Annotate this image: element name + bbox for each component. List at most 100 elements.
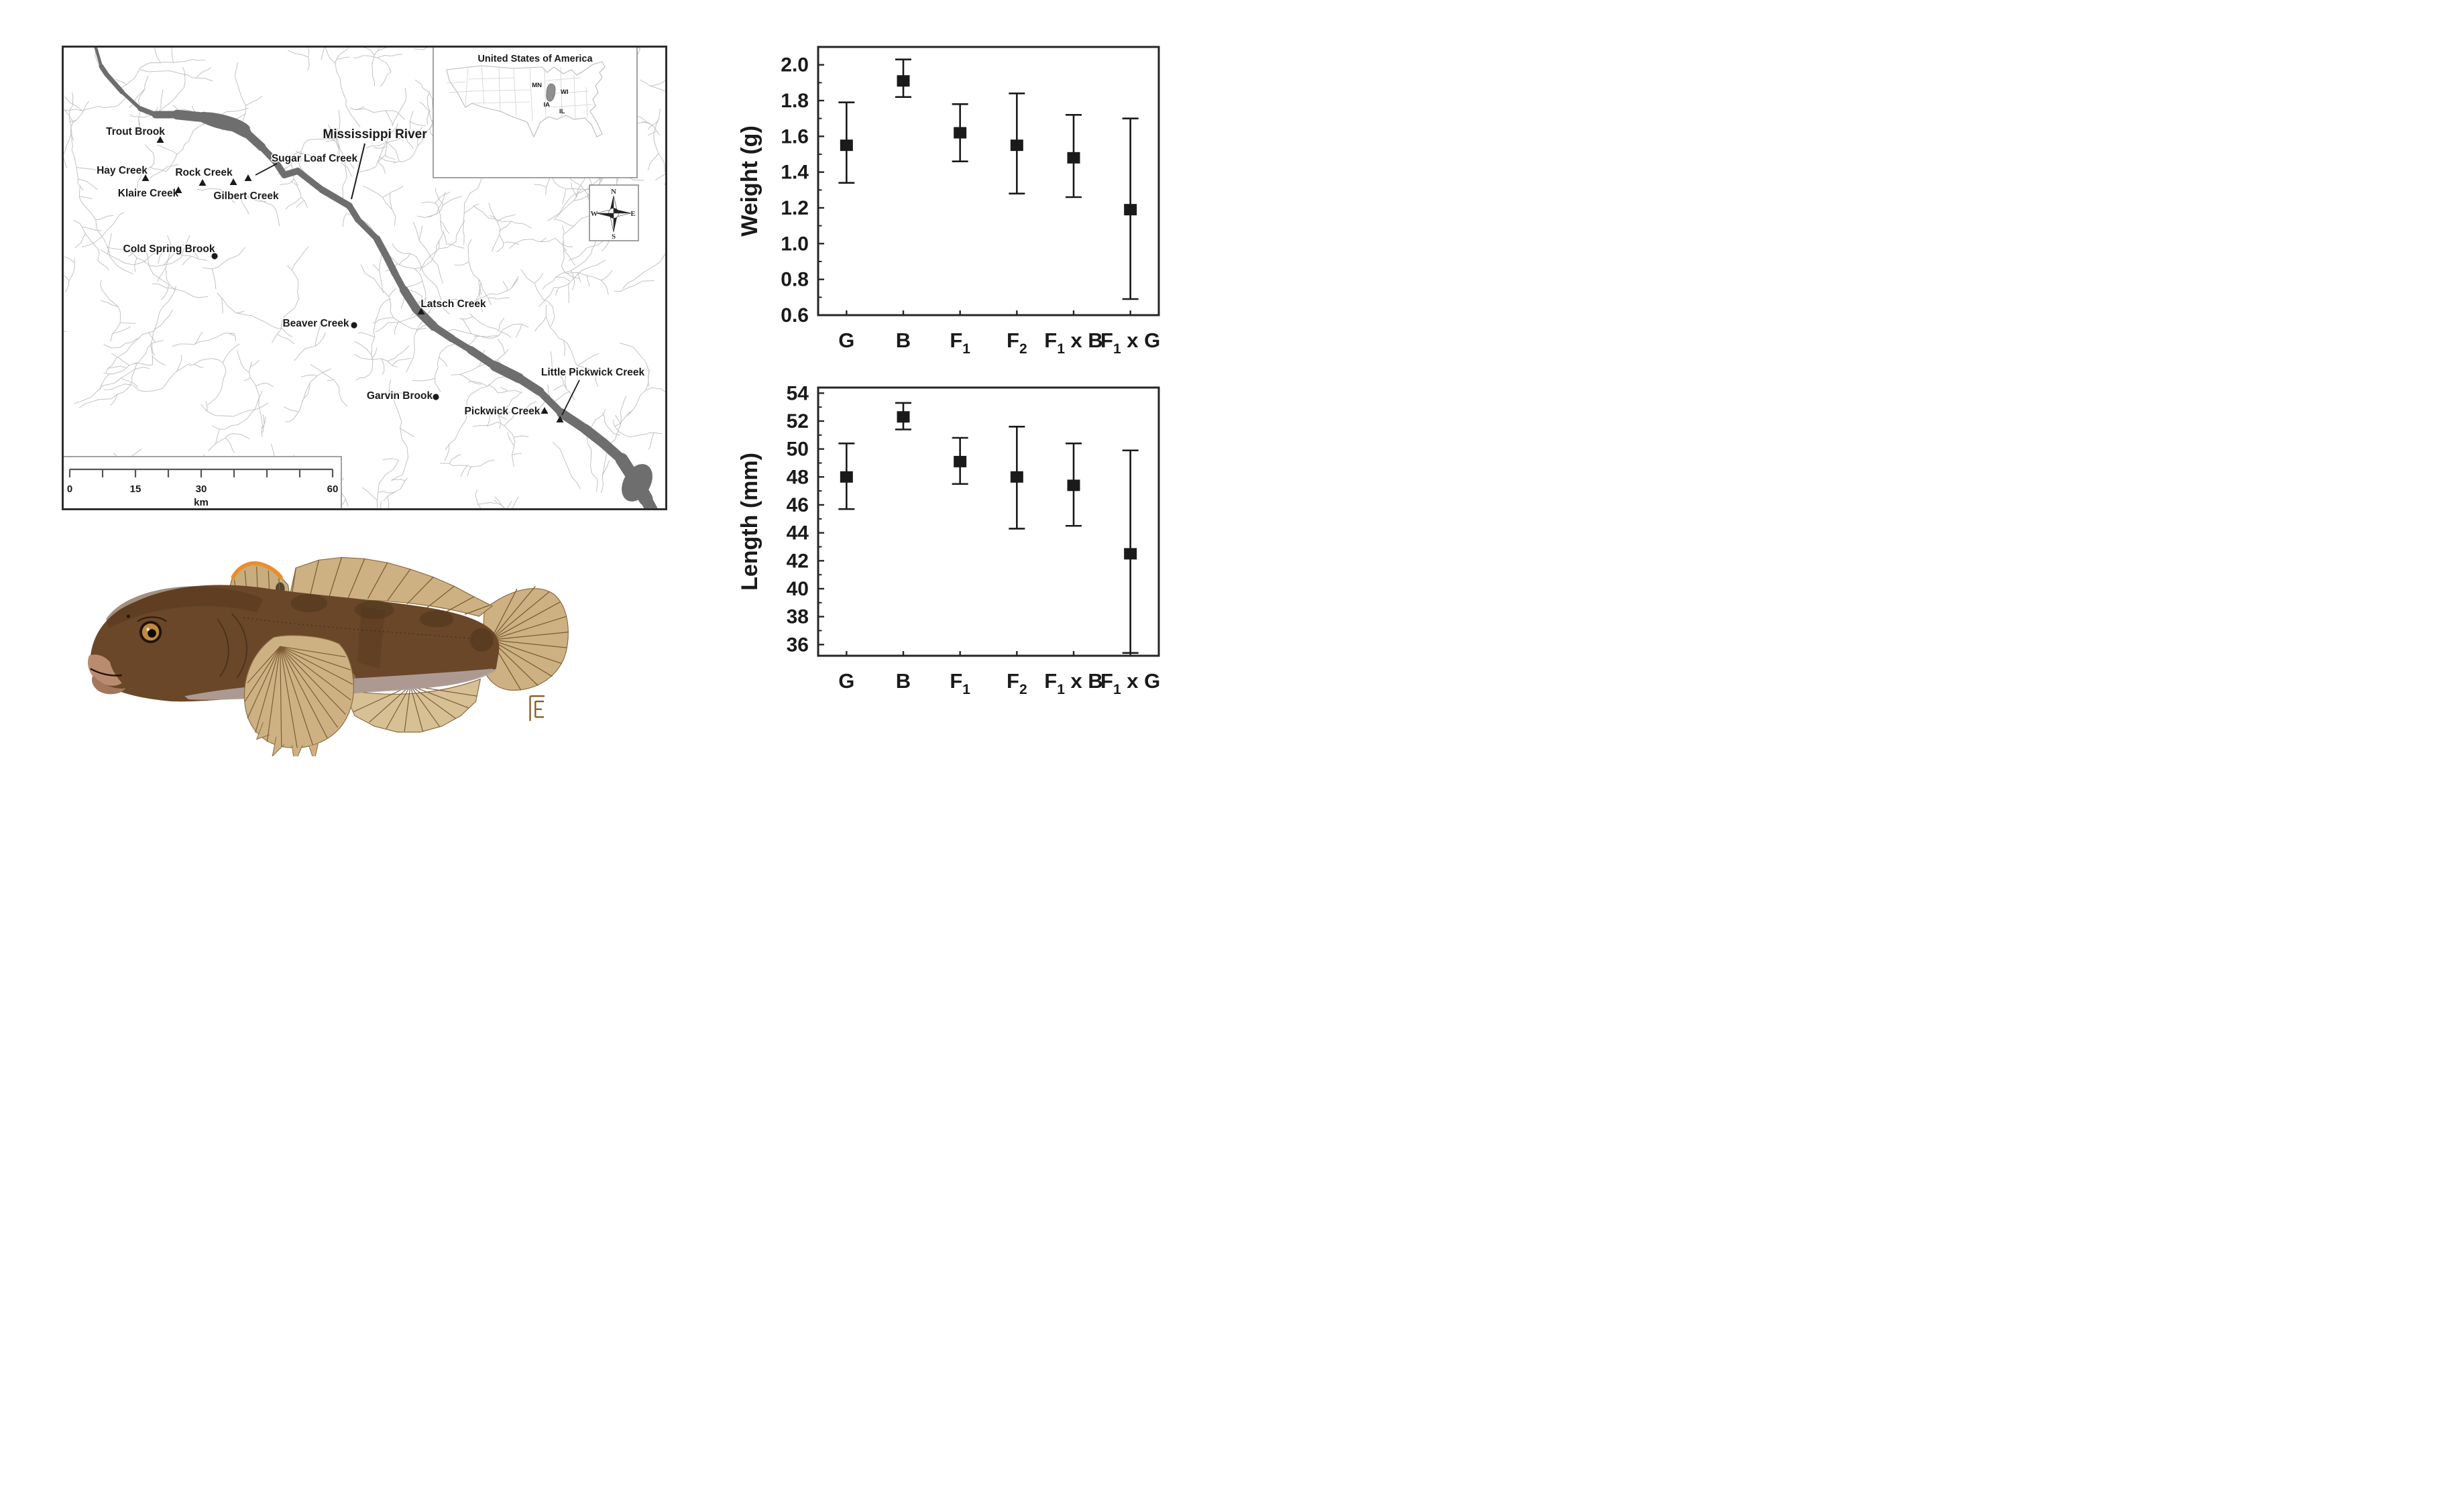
weight-chart: 0.6 0.8 1.0 1.2 1.4 1.6 1.8 2.0 Weight (g) G B F1 F2… [737, 46, 1160, 357]
x-category-label: B [896, 329, 911, 352]
y-tick-label: 1.8 [781, 90, 809, 112]
stream-line [157, 235, 176, 300]
pectoral-fin [243, 635, 354, 756]
stream-line [561, 225, 580, 279]
circle-marker-icon [211, 253, 218, 259]
stream-line [78, 363, 137, 408]
stream-line [552, 441, 581, 489]
site-label: Sugar Loaf Creek [272, 153, 358, 164]
y-tick-label: 1.2 [781, 197, 809, 219]
stream-line [362, 458, 400, 509]
nostril [126, 614, 130, 618]
x-category-label: F1 x B [1044, 669, 1102, 697]
mean-marker [897, 75, 910, 87]
stream-line [349, 106, 406, 126]
study-area-map: Trout Brook Hay Creek Rock Creek Sugar Loaf… [0, 0, 702, 581]
state-label-wi: WI [561, 89, 569, 96]
figure-canvas: Trout Brook Hay Creek Rock Creek Sugar Loaf… [0, 0, 1222, 756]
artist-monogram [529, 695, 545, 721]
stream-line [99, 280, 136, 342]
stream-line [107, 235, 190, 272]
stream-line [475, 489, 543, 539]
stream-line [127, 247, 168, 285]
stream-line [293, 325, 326, 361]
stream-line [647, 109, 667, 186]
usa-outline [446, 61, 606, 138]
stream-line [62, 255, 76, 292]
river-segment [514, 373, 545, 396]
stream-line [534, 304, 599, 388]
stream-line [412, 342, 457, 392]
stream-line [385, 98, 442, 164]
site-garvin-brook: Garvin Brook [365, 390, 439, 403]
y-tick-label: 2.0 [781, 54, 809, 76]
stream-line [412, 221, 443, 284]
stream-line [132, 286, 176, 366]
lower-lip [92, 675, 126, 695]
fin-ray [426, 585, 455, 609]
fin-ray [280, 646, 298, 748]
stream-line [357, 111, 426, 173]
mean-marker [840, 139, 853, 152]
stream-line [383, 477, 408, 515]
scale-tick-60: 60 [327, 483, 339, 495]
y-tick-label: 50 [787, 439, 809, 461]
site-gilbert-creek: Gilbert Creek [213, 178, 280, 203]
river-segment [382, 251, 399, 278]
y-tick-label: 44 [787, 522, 809, 544]
mississippi-river-shape [93, 44, 658, 516]
stream-line [444, 375, 510, 461]
mean-marker [1067, 479, 1080, 491]
site-beaver-creek: Beaver Creek [282, 317, 357, 331]
state-label-il: IL [559, 108, 565, 115]
scale-bar: 0 15 30 60 km [61, 456, 342, 511]
y-tick-label: 48 [787, 466, 809, 488]
stream-line [391, 88, 407, 126]
triangle-marker-icon [556, 416, 564, 422]
river-segment [355, 217, 380, 242]
stream-line [538, 259, 606, 307]
site-little-pickwick-creek: Little Pickwick Creek [540, 366, 646, 422]
circle-marker-icon [351, 322, 357, 329]
mean-marker [840, 471, 853, 483]
stream-line [68, 92, 99, 191]
triangle-marker-icon [198, 179, 207, 186]
stream-line [283, 368, 331, 422]
fin-ray [490, 601, 561, 640]
fin-ray [406, 577, 434, 605]
site-latsch-creek: Latsch Creek [417, 298, 488, 314]
site-label: Cold Spring Brook [123, 243, 215, 255]
site-trout-brook: Trout Brook [105, 125, 166, 143]
fish-head-details [87, 614, 167, 695]
stream-line [421, 191, 465, 249]
brow-line [137, 616, 167, 622]
stream-line [417, 187, 462, 218]
river-segment [104, 72, 125, 95]
stream-line [619, 343, 650, 388]
triangle-marker-icon [174, 186, 182, 193]
triangle-marker-icon [141, 174, 150, 181]
site-pickwick-creek: Pickwick Creek [463, 405, 549, 418]
compass-s-label: S [612, 233, 616, 241]
fin-ray [280, 646, 351, 701]
y-tick-label: 1.0 [781, 233, 809, 255]
river-label-group: Mississippi River [323, 127, 427, 200]
usa-inset-map: United States of America MN WI IA IL [433, 45, 638, 178]
stream-line [353, 54, 402, 87]
stream-line [473, 202, 532, 232]
stream-line [208, 433, 250, 453]
error-bar [1009, 426, 1025, 530]
fin-ray [410, 685, 469, 709]
stream-line [325, 41, 361, 127]
river-segment [120, 90, 142, 111]
stream-line [388, 379, 415, 481]
stream-line [473, 391, 522, 430]
compass-n-label: N [611, 188, 616, 196]
fin-ray [490, 591, 551, 640]
fin-ray [280, 646, 353, 685]
stream-line [354, 298, 391, 381]
fin-ray [280, 646, 346, 658]
fin-ray [244, 646, 281, 702]
compass-star-icon [595, 195, 632, 233]
eye-pupil [148, 629, 156, 638]
